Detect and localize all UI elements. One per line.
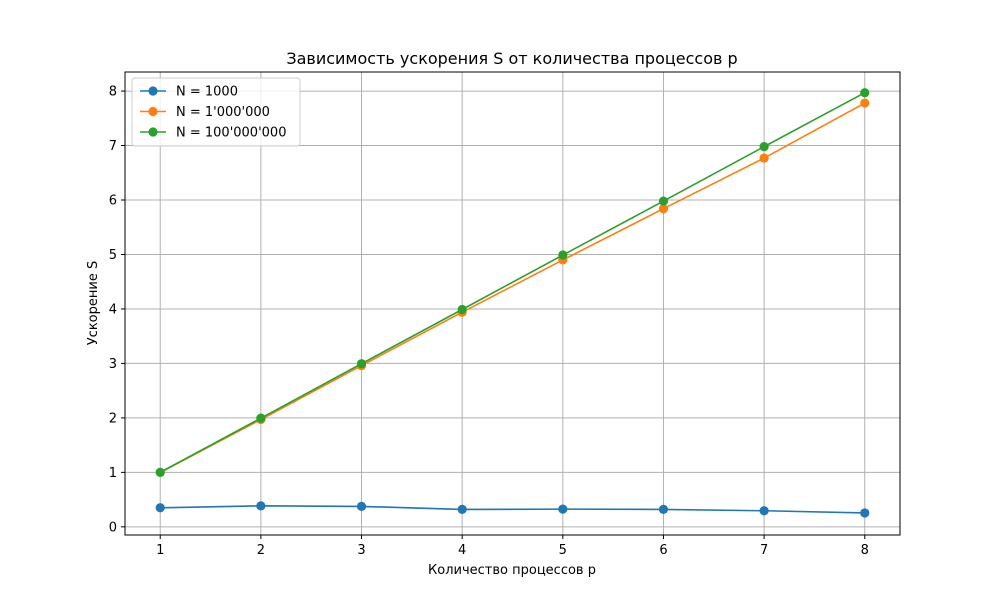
x-tick-label: 4 — [458, 543, 466, 558]
data-point — [860, 508, 869, 517]
y-tick-label: 6 — [109, 194, 117, 209]
data-point — [659, 196, 668, 205]
x-tick-label: 7 — [760, 543, 768, 558]
data-point — [659, 505, 668, 514]
x-axis-label: Количество процессов p — [428, 563, 596, 578]
data-point — [256, 501, 265, 510]
data-point — [860, 88, 869, 97]
y-tick-label: 8 — [109, 85, 117, 100]
y-tick-label: 2 — [109, 411, 117, 426]
x-tick-label: 2 — [257, 543, 265, 558]
chart-title: Зависимость ускорения S от количества пр… — [286, 49, 737, 68]
data-point — [256, 414, 265, 423]
x-tick-label: 5 — [559, 543, 567, 558]
data-point — [458, 505, 467, 514]
data-point — [357, 502, 366, 511]
legend-label: N = 1000 — [176, 85, 238, 100]
y-tick-label: 0 — [109, 520, 117, 535]
data-point — [860, 98, 869, 107]
data-point — [558, 505, 567, 514]
x-tick-label: 6 — [659, 543, 667, 558]
y-tick-label: 1 — [109, 466, 117, 481]
y-tick-label: 7 — [109, 139, 117, 154]
data-point — [357, 359, 366, 368]
legend-marker — [148, 107, 157, 116]
x-tick-label: 3 — [357, 543, 365, 558]
legend-marker — [148, 86, 157, 95]
data-point — [760, 153, 769, 162]
data-point — [156, 503, 165, 512]
legend-label: N = 100'000'000 — [176, 126, 286, 141]
y-tick-label: 3 — [109, 357, 117, 372]
x-tick-label: 8 — [861, 543, 869, 558]
data-point — [558, 250, 567, 259]
data-point — [760, 142, 769, 151]
data-point — [458, 305, 467, 314]
y-axis-label: Ускорение S — [86, 261, 101, 345]
x-tick-label: 1 — [156, 543, 164, 558]
y-tick-label: 4 — [109, 302, 117, 317]
legend-label: N = 1'000'000 — [176, 105, 270, 120]
y-tick-label: 5 — [109, 248, 117, 263]
data-point — [760, 506, 769, 515]
data-point — [156, 468, 165, 477]
legend: N = 1000 N = 1'000'000 N = 100'000'000 — [132, 78, 300, 146]
legend-marker — [148, 127, 157, 136]
